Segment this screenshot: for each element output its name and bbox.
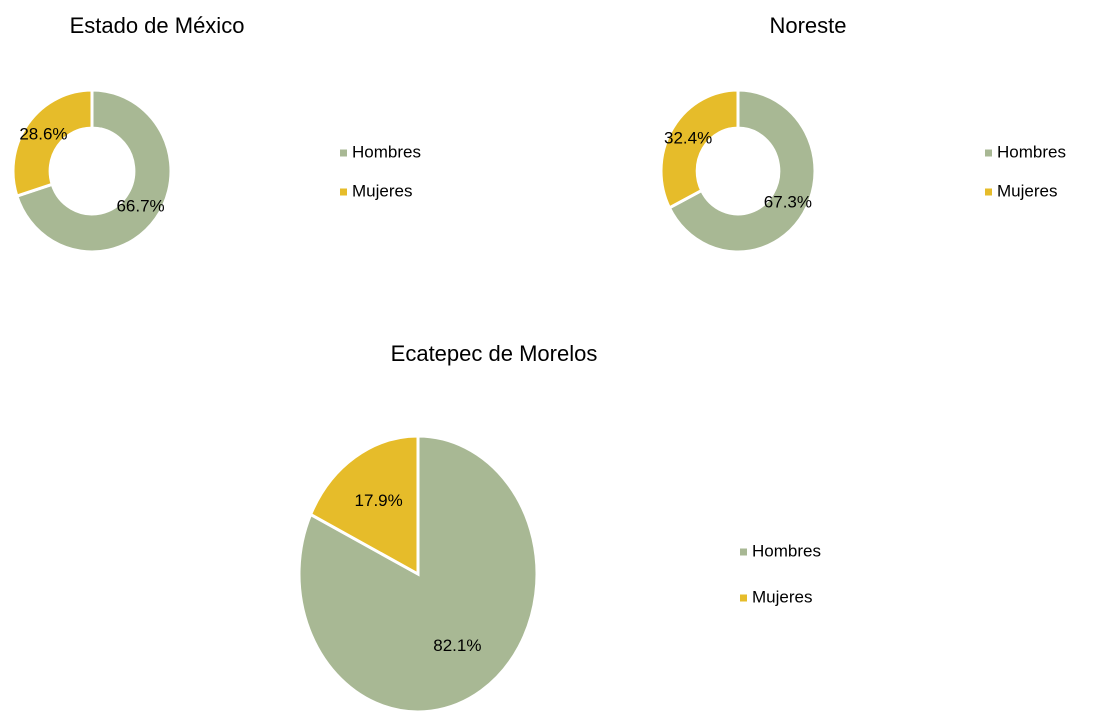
legend-label: Mujeres bbox=[752, 587, 812, 606]
legend-swatch bbox=[740, 594, 747, 602]
chart-title: Ecatepec de Morelos bbox=[391, 341, 598, 366]
data-label: 82.1% bbox=[433, 636, 481, 655]
data-label: 32.4% bbox=[664, 128, 712, 147]
legend-swatch bbox=[740, 548, 747, 556]
chart-title: Noreste bbox=[769, 13, 846, 38]
legend-label: Hombres bbox=[752, 541, 821, 560]
legend-swatch bbox=[340, 188, 347, 196]
slice bbox=[308, 434, 420, 577]
legend-label: Mujeres bbox=[997, 181, 1057, 200]
slice bbox=[667, 88, 817, 254]
data-label: 66.7% bbox=[116, 197, 164, 216]
legend-swatch bbox=[340, 149, 347, 157]
slice bbox=[659, 88, 740, 210]
legend-label: Mujeres bbox=[352, 181, 412, 200]
legend-label: Hombres bbox=[997, 142, 1066, 161]
legend-swatch bbox=[985, 149, 992, 157]
chart-title: Estado de México bbox=[70, 13, 245, 38]
legend-label: Hombres bbox=[352, 142, 421, 161]
data-label: 67.3% bbox=[764, 193, 812, 212]
data-label: 17.9% bbox=[355, 491, 403, 510]
slice bbox=[11, 88, 94, 198]
legend-swatch bbox=[985, 188, 992, 196]
data-label: 28.6% bbox=[19, 124, 67, 143]
slice bbox=[15, 88, 173, 254]
